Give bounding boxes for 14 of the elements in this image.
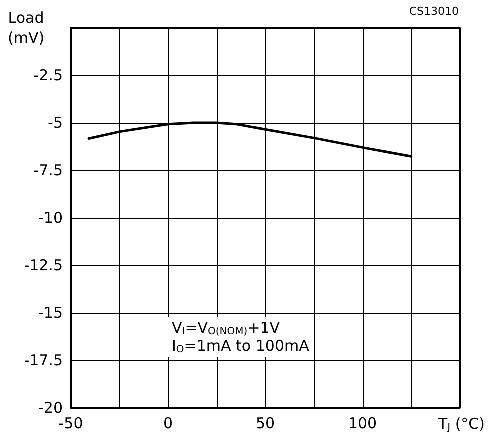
y-tick-label: -2.5: [34, 66, 63, 84]
x-tick-label: 0: [163, 414, 174, 432]
y-tick-label: -12.5: [24, 256, 63, 274]
x-tick-label: -50: [58, 414, 84, 432]
y-axis-title: Load (mV): [8, 9, 45, 47]
y-tick-label: -10: [38, 209, 63, 227]
x-tick-label: 100: [348, 414, 378, 432]
x-tick-label: 50: [256, 414, 276, 432]
y-tick-label: -15: [38, 304, 63, 322]
y-tick-label: -20: [38, 399, 63, 417]
text: CS13010: [409, 5, 459, 18]
y-tick-label: -5: [48, 114, 63, 132]
y-tick-label: -17.5: [24, 352, 63, 370]
y-tick-label: -7.5: [34, 162, 63, 180]
